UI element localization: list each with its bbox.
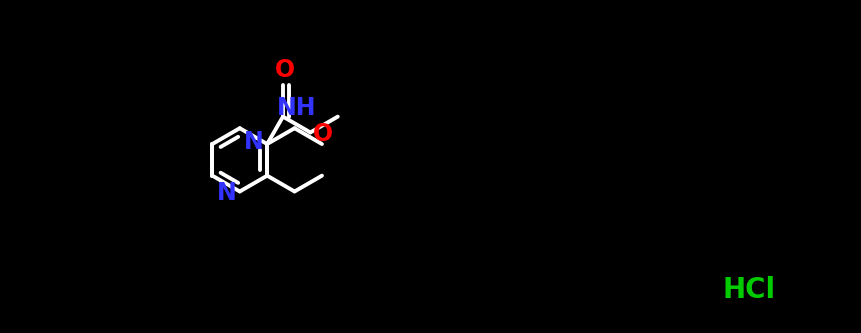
Text: NH: NH [276, 96, 316, 120]
Text: N: N [244, 130, 263, 155]
Text: O: O [313, 122, 332, 146]
Text: N: N [216, 181, 236, 205]
Text: HCl: HCl [722, 276, 775, 304]
Text: O: O [275, 58, 294, 82]
